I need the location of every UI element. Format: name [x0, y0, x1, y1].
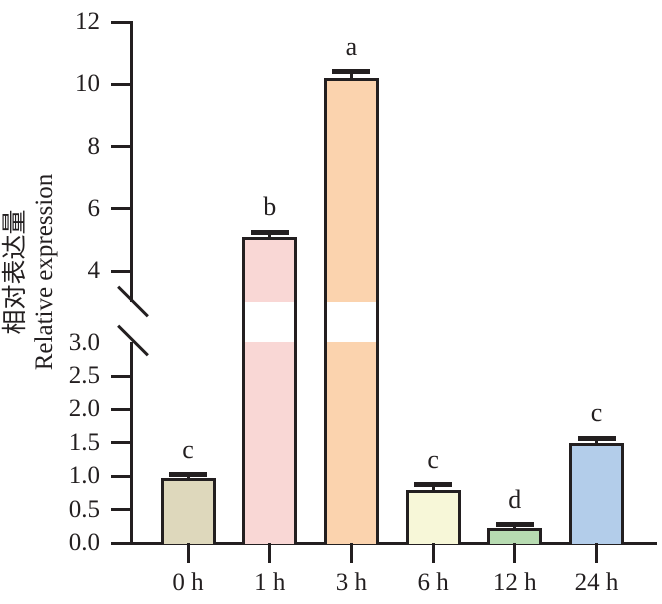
sig-letter: c: [182, 434, 194, 464]
x-tick-label: 1 h: [254, 569, 286, 596]
bar-break-gap: [245, 301, 295, 342]
error-bar-cap: [495, 522, 534, 528]
y-tick-label: 0.0: [68, 529, 100, 556]
y-tick-label: 4: [87, 257, 101, 284]
y-tick: [111, 82, 131, 86]
bar: [405, 489, 461, 545]
sig-letter: c: [590, 398, 603, 428]
error-bar-cap: [250, 229, 289, 235]
error-bar-whisker: [349, 71, 353, 81]
x-tick: [513, 543, 517, 563]
y-tick: [111, 145, 131, 148]
error-bar-whisker: [431, 484, 435, 492]
x-tick-label: 3 h: [335, 569, 368, 596]
y-tick-label: 12: [75, 8, 100, 35]
y-tick-label: 3.0: [68, 328, 100, 356]
axis-break-slash: [117, 285, 149, 318]
bar: [323, 78, 379, 545]
sig-letter: b: [263, 192, 277, 222]
error-bar-whisker: [513, 524, 517, 531]
y-tick-label: 10: [75, 70, 100, 98]
y-tick-label: 1.0: [68, 462, 100, 490]
x-tick: [595, 543, 598, 563]
error-bar-whisker: [186, 474, 190, 481]
y-tick: [111, 407, 131, 411]
y-axis-line-upper: [129, 20, 133, 302]
y-tick: [111, 20, 131, 24]
sig-letter: a: [345, 31, 358, 61]
error-bar-cap: [414, 482, 453, 488]
y-tick-label: 6: [87, 194, 101, 222]
error-bar-cap: [332, 69, 371, 75]
sig-letter: c: [427, 444, 439, 474]
y-axis-line-lower: [129, 342, 133, 545]
error-bar-cap: [577, 435, 616, 441]
error-bar-whisker: [268, 232, 272, 239]
y-tick-label: 1.5: [68, 428, 100, 456]
y-tick-label: 2.0: [68, 395, 100, 423]
y-tick: [111, 374, 131, 378]
x-tick-label: 6 h: [417, 569, 449, 596]
error-bar-cap: [169, 472, 207, 478]
x-tick-label: 24 h: [574, 569, 619, 596]
y-tick-label: 8: [87, 132, 101, 160]
x-tick: [268, 543, 272, 563]
sig-letter: d: [508, 484, 522, 514]
y-tick: [111, 474, 131, 478]
y-tick: [111, 441, 131, 445]
bar: [569, 442, 624, 545]
bar-break-gap: [326, 301, 376, 342]
axis-break-slash: [117, 324, 149, 357]
y-tick: [111, 541, 131, 545]
x-tick-label: 12 h: [492, 569, 537, 596]
y-axis-title-chinese: 相对表达量: [2, 209, 29, 335]
y-tick: [111, 508, 131, 512]
bar: [242, 236, 298, 545]
y-tick-label: 2.5: [68, 362, 100, 389]
x-tick: [186, 543, 190, 563]
x-tick: [349, 543, 353, 563]
y-tick: [111, 207, 131, 211]
y-tick-label: 0.5: [68, 495, 100, 523]
x-tick: [431, 543, 435, 563]
error-bar-whisker: [595, 438, 598, 445]
bar: [160, 478, 216, 545]
y-tick: [111, 269, 131, 273]
x-axis-line: [129, 541, 657, 545]
x-tick-label: 0 h: [172, 569, 204, 596]
